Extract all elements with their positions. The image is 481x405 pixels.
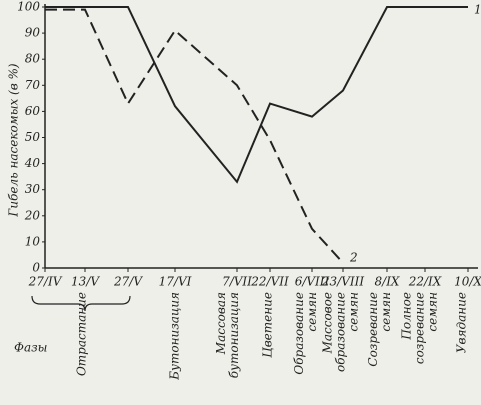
phase-label: бутонизация	[227, 292, 241, 378]
series-label: 2	[349, 251, 358, 265]
phase-label: Отрастание	[75, 292, 89, 376]
y-tick-label: 60	[25, 104, 41, 118]
y-tick-label: 10	[25, 234, 41, 248]
phase-label: семян	[347, 292, 361, 332]
x-tick-label: 8/IX	[375, 275, 400, 289]
x-tick-label: 17/VI	[159, 275, 192, 289]
bracket	[31, 295, 131, 312]
phases-title: Фазы	[14, 341, 47, 355]
x-tick-label: 6/VIII	[295, 275, 330, 289]
phase-label: семян	[379, 292, 393, 332]
x-tick-label: 10/X	[454, 275, 481, 289]
phase-label: Полное	[400, 292, 414, 341]
phase-label: семян	[426, 292, 440, 332]
phase-label: Образование	[292, 292, 306, 375]
phase-label: Цветение	[261, 292, 275, 358]
phase-label: образование	[334, 292, 348, 372]
series-label: 1	[474, 3, 481, 17]
phase-label: Бутонизация	[168, 292, 182, 381]
y-tick-label: 20	[24, 208, 41, 222]
x-tick-label: 22/VII	[250, 275, 289, 289]
y-tick-label: 80	[25, 52, 41, 66]
y-tick-label: 100	[17, 0, 40, 14]
y-tick-label: 70	[25, 78, 41, 92]
x-tick-label: 23/VIII	[321, 275, 364, 289]
phase-label: Увядание	[455, 292, 469, 353]
y-tick-label: 50	[25, 130, 41, 144]
x-tick-label: 22/IX	[408, 275, 442, 289]
y-tick-label: 40	[24, 156, 41, 170]
phase-label: Массовая	[214, 292, 228, 355]
y-tick-label: 30	[25, 182, 41, 196]
line-series	[45, 8, 344, 264]
phase-label: Массовое	[321, 292, 335, 354]
y-axis-label: Гибель насекомых (в %)	[7, 63, 21, 218]
x-tick-label: 27/V	[113, 275, 143, 289]
x-tick-label: 7/VII	[222, 275, 252, 289]
phase-label: Созревание	[366, 292, 380, 367]
phase-label: семян	[305, 292, 319, 332]
y-tick-label: 90	[25, 26, 41, 40]
line-series	[45, 6, 468, 184]
x-tick-label: 13/V	[71, 275, 100, 289]
phase-label: созревание	[413, 292, 427, 364]
y-tick-label: 0	[32, 261, 40, 275]
x-tick-label: 27/IV	[28, 275, 63, 289]
